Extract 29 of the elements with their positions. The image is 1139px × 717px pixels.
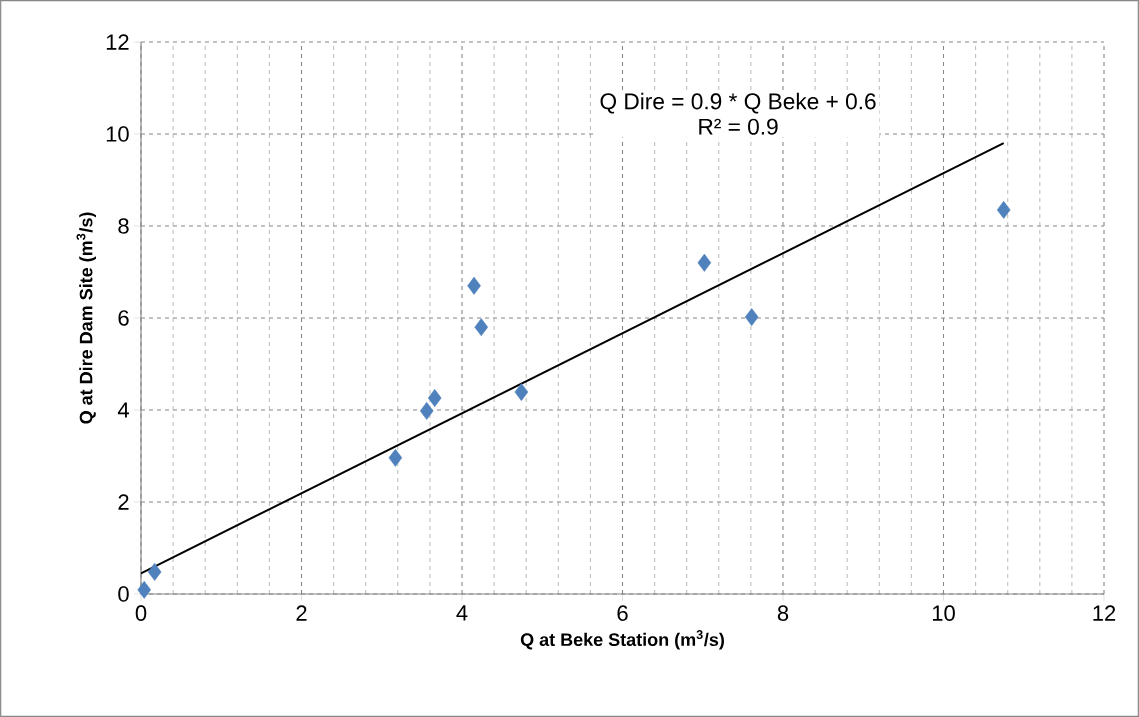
point (697, 253, 712, 272)
text: Q at Beke Station (m$^{3}$/s) (520, 630, 724, 650)
x-tick-label: 4 (456, 605, 468, 621)
point (137, 580, 151, 599)
point (427, 389, 442, 407)
point (744, 308, 759, 327)
point (474, 318, 489, 337)
y-tick-label: 10 (106, 126, 129, 142)
point (514, 383, 529, 401)
y-tick-label: 6 (118, 310, 129, 326)
y-tick-label: 4 (117, 402, 129, 418)
point (147, 562, 162, 581)
x-tick-label: 0 (135, 605, 147, 621)
x-tick-label: 12 (1093, 605, 1116, 621)
y-tick-label: 12 (106, 34, 129, 50)
annotation: R² = 0.9 (699, 118, 778, 135)
x-tick-label: 2 (296, 605, 307, 621)
annotation: Q Dire = 0.9 * Q Beke + 0.6 (600, 92, 876, 114)
y-tick-label: 8 (118, 218, 129, 234)
point (467, 276, 481, 295)
x-tick-label: 6 (617, 605, 628, 621)
point (419, 401, 434, 420)
text: Q at Dire Dam Site (m$^{3}$/s) (76, 212, 97, 424)
x-tick-label: 10 (932, 605, 955, 621)
point (996, 200, 1011, 219)
point (388, 448, 403, 467)
y-tick-label: 2 (118, 494, 129, 510)
x-tick-label: 8 (777, 605, 789, 621)
y-tick-label: 0 (118, 586, 129, 602)
